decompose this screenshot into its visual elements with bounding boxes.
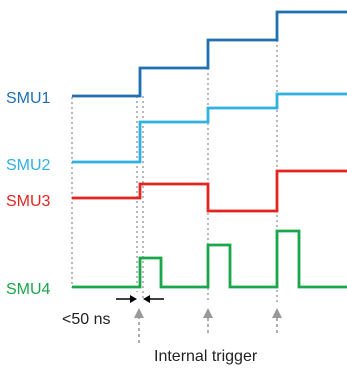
smu1-waveform	[72, 10, 347, 98]
delay-annotation: <50 ns	[62, 311, 110, 328]
smu2-waveform	[72, 92, 347, 164]
smu2-label: SMU2	[6, 157, 51, 174]
trigger-arrow-1	[134, 308, 144, 343]
trigger-arrow-3	[272, 308, 282, 333]
smu1-label: SMU1	[6, 90, 51, 107]
smu4-label: SMU4	[6, 281, 51, 298]
delay-arrows	[116, 295, 164, 303]
smu4-waveform	[72, 229, 347, 289]
smu3-label: SMU3	[6, 193, 51, 210]
trigger-arrow-2	[203, 308, 213, 333]
smu3-waveform	[72, 169, 347, 213]
internal-trigger-label: Internal trigger	[154, 348, 258, 365]
